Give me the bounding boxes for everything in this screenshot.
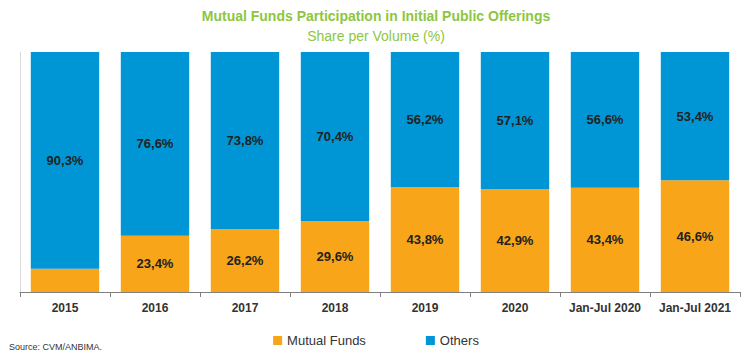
svg-text:73,8%: 73,8%: [227, 133, 264, 148]
svg-text:90,3%: 90,3%: [47, 153, 84, 168]
svg-text:56,6%: 56,6%: [587, 112, 624, 127]
svg-text:Jan-Jul 2021: Jan-Jul 2021: [659, 301, 731, 315]
svg-text:42,9%: 42,9%: [497, 233, 534, 248]
svg-text:2016: 2016: [142, 301, 169, 315]
svg-text:43,8%: 43,8%: [407, 232, 444, 247]
svg-text:Share per Volume (%): Share per Volume (%): [307, 28, 445, 44]
svg-text:2020: 2020: [502, 301, 529, 315]
svg-text:26,2%: 26,2%: [227, 253, 264, 268]
svg-text:46,6%: 46,6%: [677, 229, 714, 244]
svg-text:57,1%: 57,1%: [497, 113, 534, 128]
svg-text:23,4%: 23,4%: [137, 256, 174, 271]
svg-text:53,4%: 53,4%: [677, 109, 714, 124]
svg-text:56,2%: 56,2%: [407, 112, 444, 127]
svg-text:Mutual Funds Participation in: Mutual Funds Participation in Initial Pu…: [202, 8, 551, 24]
svg-text:29,6%: 29,6%: [317, 249, 354, 264]
svg-text:2018: 2018: [322, 301, 349, 315]
svg-text:2017: 2017: [232, 301, 259, 315]
svg-text:2019: 2019: [412, 301, 439, 315]
svg-text:2015: 2015: [52, 301, 79, 315]
svg-text:Others: Others: [440, 333, 480, 348]
svg-text:70,4%: 70,4%: [317, 129, 354, 144]
svg-text:76,6%: 76,6%: [137, 136, 174, 151]
svg-text:Source: CVM/ANBIMA.: Source: CVM/ANBIMA.: [9, 342, 102, 352]
svg-text:43,4%: 43,4%: [587, 232, 624, 247]
svg-text:Mutual Funds: Mutual Funds: [287, 333, 366, 348]
svg-text:Jan-Jul 2020: Jan-Jul 2020: [569, 301, 641, 315]
